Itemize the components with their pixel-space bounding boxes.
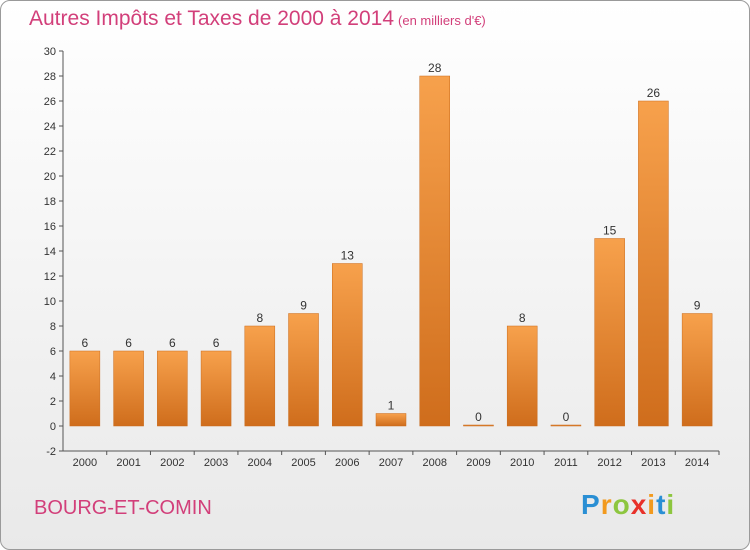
y-tick-label: 6 [50,346,56,358]
bar [638,100,669,427]
x-tick-label: 2009 [466,457,490,469]
bar-value-label: 6 [169,336,176,350]
x-tick-label: 2008 [422,457,446,469]
bar [200,350,232,427]
y-tick-label: 18 [44,196,56,208]
bar [69,350,101,427]
y-tick-label: 26 [44,96,56,108]
x-tick-label: 2006 [335,457,359,469]
bar [419,75,450,427]
logo-letter: r [600,489,613,520]
bar-value-label: 8 [256,311,263,325]
town-name: BOURG-ET-COMIN [34,497,212,519]
y-tick-label: 30 [44,46,56,58]
bar-value-label: 0 [475,410,482,424]
bar-value-label: 9 [300,299,307,313]
y-tick-label: 22 [44,146,56,158]
bar [594,238,625,427]
x-tick-label: 2011 [554,457,578,469]
bar-value-label: 0 [563,410,570,424]
y-tick-label: 12 [44,271,56,283]
bar-value-label: 9 [694,299,701,313]
x-tick-label: 2014 [685,457,709,469]
bar [244,325,276,427]
bar-value-label: 6 [125,336,132,350]
x-tick-label: 2003 [204,457,228,469]
y-tick-label: -2 [46,446,56,458]
logo-letter: i [666,489,676,520]
chart-title-text: Autres Impôts et Taxes de 2000 à 2014 [29,7,395,30]
logo-letter: P [581,489,601,520]
bar [375,413,407,427]
y-tick-label: 2 [50,396,56,408]
x-tick-label: 2007 [379,457,403,469]
bar [681,313,713,427]
y-tick-label: 8 [50,321,56,333]
bar-value-label: 15 [603,224,617,238]
y-tick-label: 0 [50,421,56,433]
y-tick-label: 16 [44,221,56,233]
chart-bars [69,75,713,427]
bar-value-label: 13 [341,249,355,263]
y-tick-label: 10 [44,296,56,308]
chart-title: Autres Impôts et Taxes de 2000 à 2014 (en… [29,7,486,31]
bar [550,424,582,427]
y-tick-label: 14 [44,246,56,258]
y-tick-label: 24 [44,121,56,133]
x-tick-label: 2012 [597,457,621,469]
y-tick-label: 28 [44,71,56,83]
bar [288,313,319,427]
bar [463,424,494,427]
bar-value-label: 28 [428,61,442,75]
logo-letter: i [647,489,657,520]
bar-value-label: 8 [519,311,526,325]
y-tick-label: 4 [50,371,56,383]
bar-value-label: 6 [82,336,89,350]
bar [506,325,538,427]
x-tick-label: 2000 [73,457,97,469]
x-tick-label: 2001 [116,457,140,469]
bar [332,263,363,427]
logo-letter: t [656,489,667,520]
bar [157,350,188,427]
x-tick-label: 2005 [291,457,315,469]
logo-letter: o [612,489,631,520]
proxiti-logo[interactable]: Proxiti [581,489,675,521]
bar-value-label: 6 [213,336,220,350]
chart-subtitle: (en milliers d'€) [398,13,486,28]
bar-value-label: 1 [388,399,395,413]
bar [113,350,144,427]
y-tick-label: 20 [44,171,56,183]
x-tick-label: 2004 [248,457,272,469]
x-tick-label: 2002 [160,457,184,469]
bar-value-label: 26 [647,86,661,100]
x-tick-label: 2013 [641,457,665,469]
x-tick-label: 2010 [510,457,534,469]
chart-value-labels: 6 6 6 6 8 9 13 1 28 0 8 0 15 26 9 [82,61,701,424]
logo-letter: x [630,489,648,520]
